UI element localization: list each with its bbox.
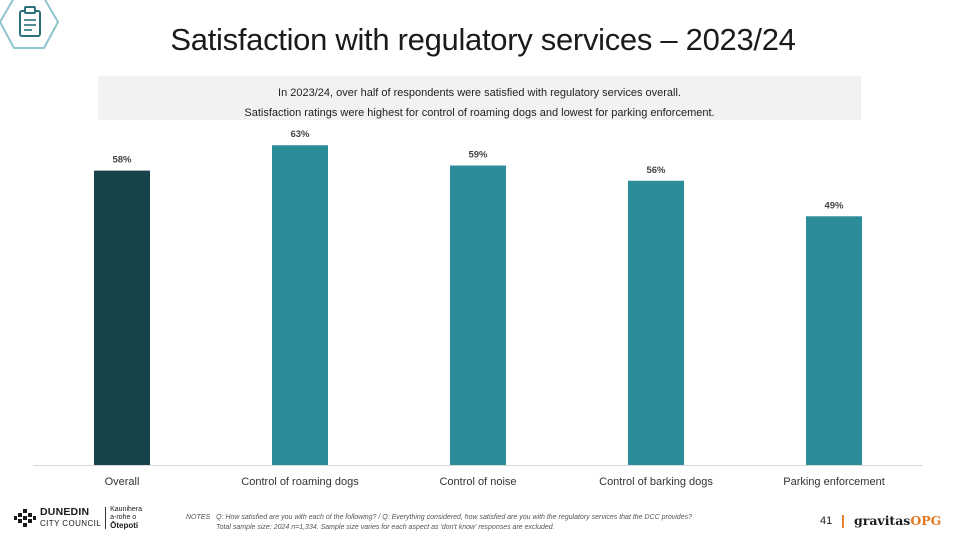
brand-accent: OPG	[910, 513, 942, 528]
dcc-maori-line-1: Kaunihera	[110, 506, 143, 513]
dcc-name: DUNEDIN	[40, 506, 90, 518]
dcc-wordmark: DUNEDIN CITY COUNCIL	[40, 507, 101, 529]
bar-4	[806, 216, 862, 465]
bar-3	[628, 180, 684, 465]
page-title: Satisfaction with regulatory services – …	[170, 22, 796, 57]
summary-line-1: In 2023/24, over half of respondents wer…	[278, 87, 681, 99]
dcc-emblem-icon	[14, 509, 36, 527]
notes: NOTES Q: How satisfied are you with each …	[186, 513, 786, 533]
bar-value-label-1: 63%	[290, 130, 310, 140]
bar-value-label-3: 56%	[646, 165, 666, 176]
dcc-sub: CITY COUNCIL	[40, 519, 102, 528]
clipboard-icon	[0, 0, 60, 49]
category-labels-group: Overall Control of roaming dogs Control of…	[105, 476, 885, 488]
category-label-3: Control of barking dogs	[599, 476, 713, 488]
category-label-2: Control of noise	[439, 476, 516, 488]
summary-line-2: Satisfaction ratings were highest for co…	[244, 107, 715, 119]
brand-logo: gravitasOPG	[854, 513, 941, 528]
notes-line-2: Total sample size: 2024 n=1,334. Sample …	[216, 524, 555, 531]
bar-2	[450, 165, 506, 465]
category-label-4: Parking enforcement	[783, 476, 885, 488]
bar-value-label-0: 58%	[112, 155, 132, 166]
bar-value-label-2: 59%	[468, 150, 488, 161]
brand-main: gravitas	[854, 513, 911, 528]
category-label-1: Control of roaming dogs	[241, 476, 359, 488]
bar-chart: 58% 63% 59% 56% 49% Overall Control of roamin…	[33, 130, 923, 488]
dcc-maori-line-2: a-rohe o	[110, 514, 137, 521]
dcc-divider	[105, 507, 107, 529]
summary-box: In 2023/24, over half of respondents wer…	[98, 76, 861, 120]
dcc-maori-line-3: Ōtepoti	[110, 521, 139, 530]
dcc-logo: DUNEDIN CITY COUNCIL Kaunihera a-rohe o …	[14, 505, 142, 531]
bar-1	[272, 145, 328, 465]
category-label-0: Overall	[105, 476, 140, 488]
page-number: 41	[820, 515, 833, 527]
dcc-maori-name: Kaunihera a-rohe o Ōtepoti	[110, 506, 142, 530]
bars-group: 58% 63% 59% 56% 49%	[94, 130, 862, 465]
notes-heading: NOTES	[186, 514, 211, 521]
brand-separator: |	[841, 512, 845, 528]
bar-value-label-4: 49%	[824, 200, 844, 211]
notes-line-1: Q: How satisfied are you with each of th…	[216, 514, 692, 521]
bar-0	[94, 170, 150, 465]
